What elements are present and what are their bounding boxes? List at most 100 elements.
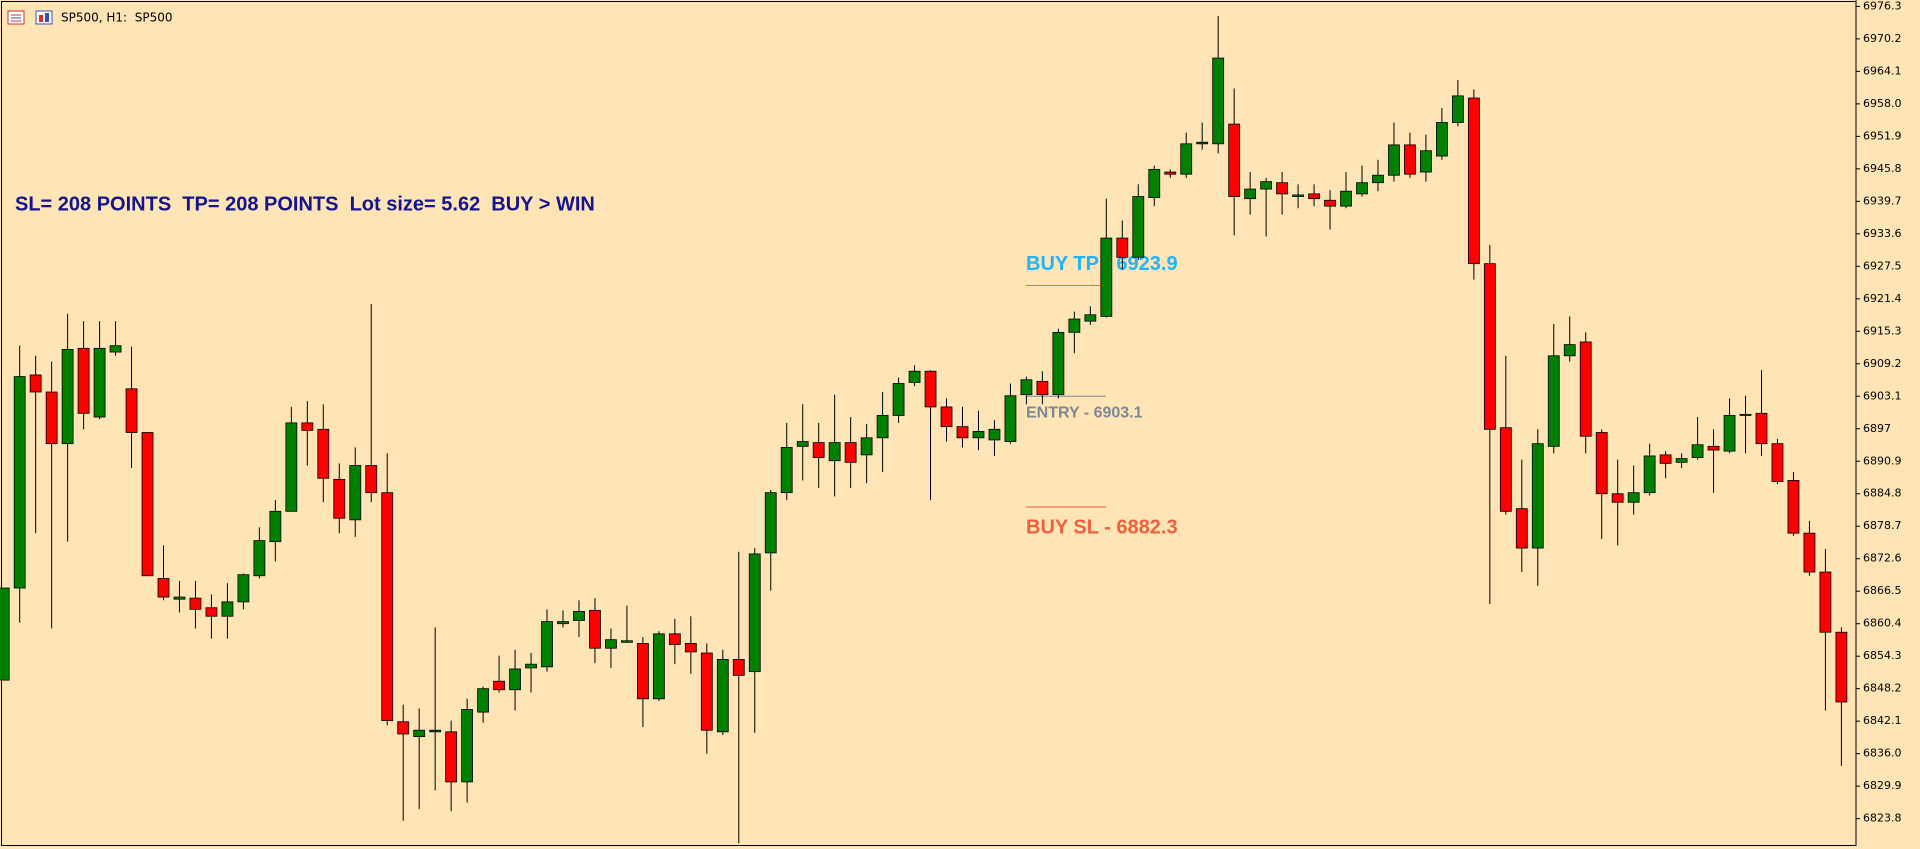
candle-body [173, 596, 186, 600]
candle-body [1164, 171, 1177, 175]
candle-body [892, 383, 905, 416]
candle-body [1340, 190, 1352, 207]
candle-body [1260, 181, 1273, 190]
toolbar-icons[interactable] [7, 10, 53, 25]
candle-body [1212, 57, 1225, 145]
candle-body [940, 406, 953, 428]
candle-body [1372, 174, 1384, 184]
candle-body [61, 349, 74, 445]
candle-body [509, 668, 521, 691]
candle-body [1627, 492, 1640, 503]
candle-body [700, 652, 713, 731]
candle-body [1643, 455, 1656, 494]
y-tick-label: 6903.1 [1863, 389, 1902, 402]
candle-body [157, 578, 170, 598]
candle-body [1356, 182, 1368, 195]
candle-body [652, 633, 665, 700]
y-tick-label: 6829.9 [1863, 779, 1902, 792]
candle-body [1563, 344, 1576, 357]
candle-body [29, 374, 42, 393]
candle-body [1036, 380, 1049, 396]
candle-body [1244, 188, 1257, 200]
candle-body [525, 663, 537, 669]
candle-body [1276, 182, 1288, 195]
candle-body [253, 540, 266, 577]
candle-body [413, 729, 426, 738]
candle-body [1436, 122, 1448, 157]
candle-body [1595, 432, 1608, 495]
y-tick-label: 6976.3 [1863, 0, 1902, 12]
candle-body [1388, 144, 1400, 176]
candle-body [1499, 427, 1512, 512]
candle-body [780, 447, 793, 494]
y-tick-label: 6866.5 [1863, 584, 1902, 597]
icon-chart[interactable] [35, 10, 53, 25]
icon-bar [45, 13, 49, 22]
candle-body [1819, 571, 1832, 633]
candle-body [860, 437, 873, 456]
candle-body [988, 428, 1001, 441]
candle-body [205, 607, 218, 617]
y-tick-label: 6927.5 [1863, 259, 1902, 272]
candle-body [1020, 379, 1033, 396]
candle-body [748, 553, 761, 673]
candle-body [1196, 141, 1209, 145]
candle-body [589, 609, 601, 649]
y-tick-label: 6872.6 [1863, 552, 1902, 565]
candle-body [1324, 199, 1336, 207]
candle-body [573, 611, 585, 621]
candle-body [125, 388, 138, 433]
y-tick-label: 6823.8 [1863, 812, 1902, 825]
candle-body [0, 587, 10, 681]
y-tick-label: 6915.3 [1863, 324, 1902, 337]
candle-body [1228, 123, 1241, 197]
candle-body [381, 492, 394, 722]
level-label: BUY SL - 6882.3 [1026, 516, 1178, 538]
candle-body [1787, 480, 1800, 534]
candle-body [1515, 508, 1528, 549]
candle-body [1100, 237, 1113, 317]
chart-title: SP500, H1: SP500 [61, 11, 172, 25]
candle-body [1292, 194, 1304, 197]
candle-body [796, 441, 809, 447]
candle-body [732, 658, 745, 676]
candle-body [876, 415, 889, 439]
candle-body [1420, 150, 1432, 173]
y-tick-label: 6890.9 [1863, 454, 1902, 467]
y-tick-label: 6939.7 [1863, 194, 1902, 207]
candle-body [1739, 413, 1752, 416]
candle-body [45, 391, 58, 445]
candle-body [13, 376, 26, 589]
candle-body [1723, 415, 1736, 452]
candle-body [1084, 314, 1097, 322]
y-tick-label: 6897 [1863, 422, 1891, 435]
y-tick-label: 6970.2 [1863, 32, 1902, 45]
candle-body [557, 621, 569, 625]
candle-body [301, 422, 314, 431]
y-tick-label: 6836.0 [1863, 747, 1902, 760]
candle-body [109, 345, 122, 353]
candle-body [1547, 355, 1560, 447]
candle-body [189, 597, 202, 610]
candle-body [828, 442, 841, 462]
candle-body [605, 639, 617, 649]
candle-body [429, 729, 442, 733]
level-label: ENTRY - 6903.1 [1026, 404, 1143, 421]
candle-body [716, 658, 729, 733]
candle-body [461, 709, 474, 783]
candle-body [684, 643, 697, 653]
candle-body [1052, 331, 1065, 396]
y-tick-label: 6878.7 [1863, 519, 1902, 532]
candle-body [477, 688, 490, 713]
candle-body [1132, 196, 1145, 258]
candle-body [956, 426, 969, 439]
candle-body [1404, 144, 1416, 175]
candle-body [285, 422, 298, 512]
y-tick-label: 6854.3 [1863, 649, 1902, 662]
candle-body [493, 680, 505, 691]
candle-body [1611, 493, 1624, 503]
candle-body [1835, 631, 1848, 703]
candles [0, 15, 1848, 844]
